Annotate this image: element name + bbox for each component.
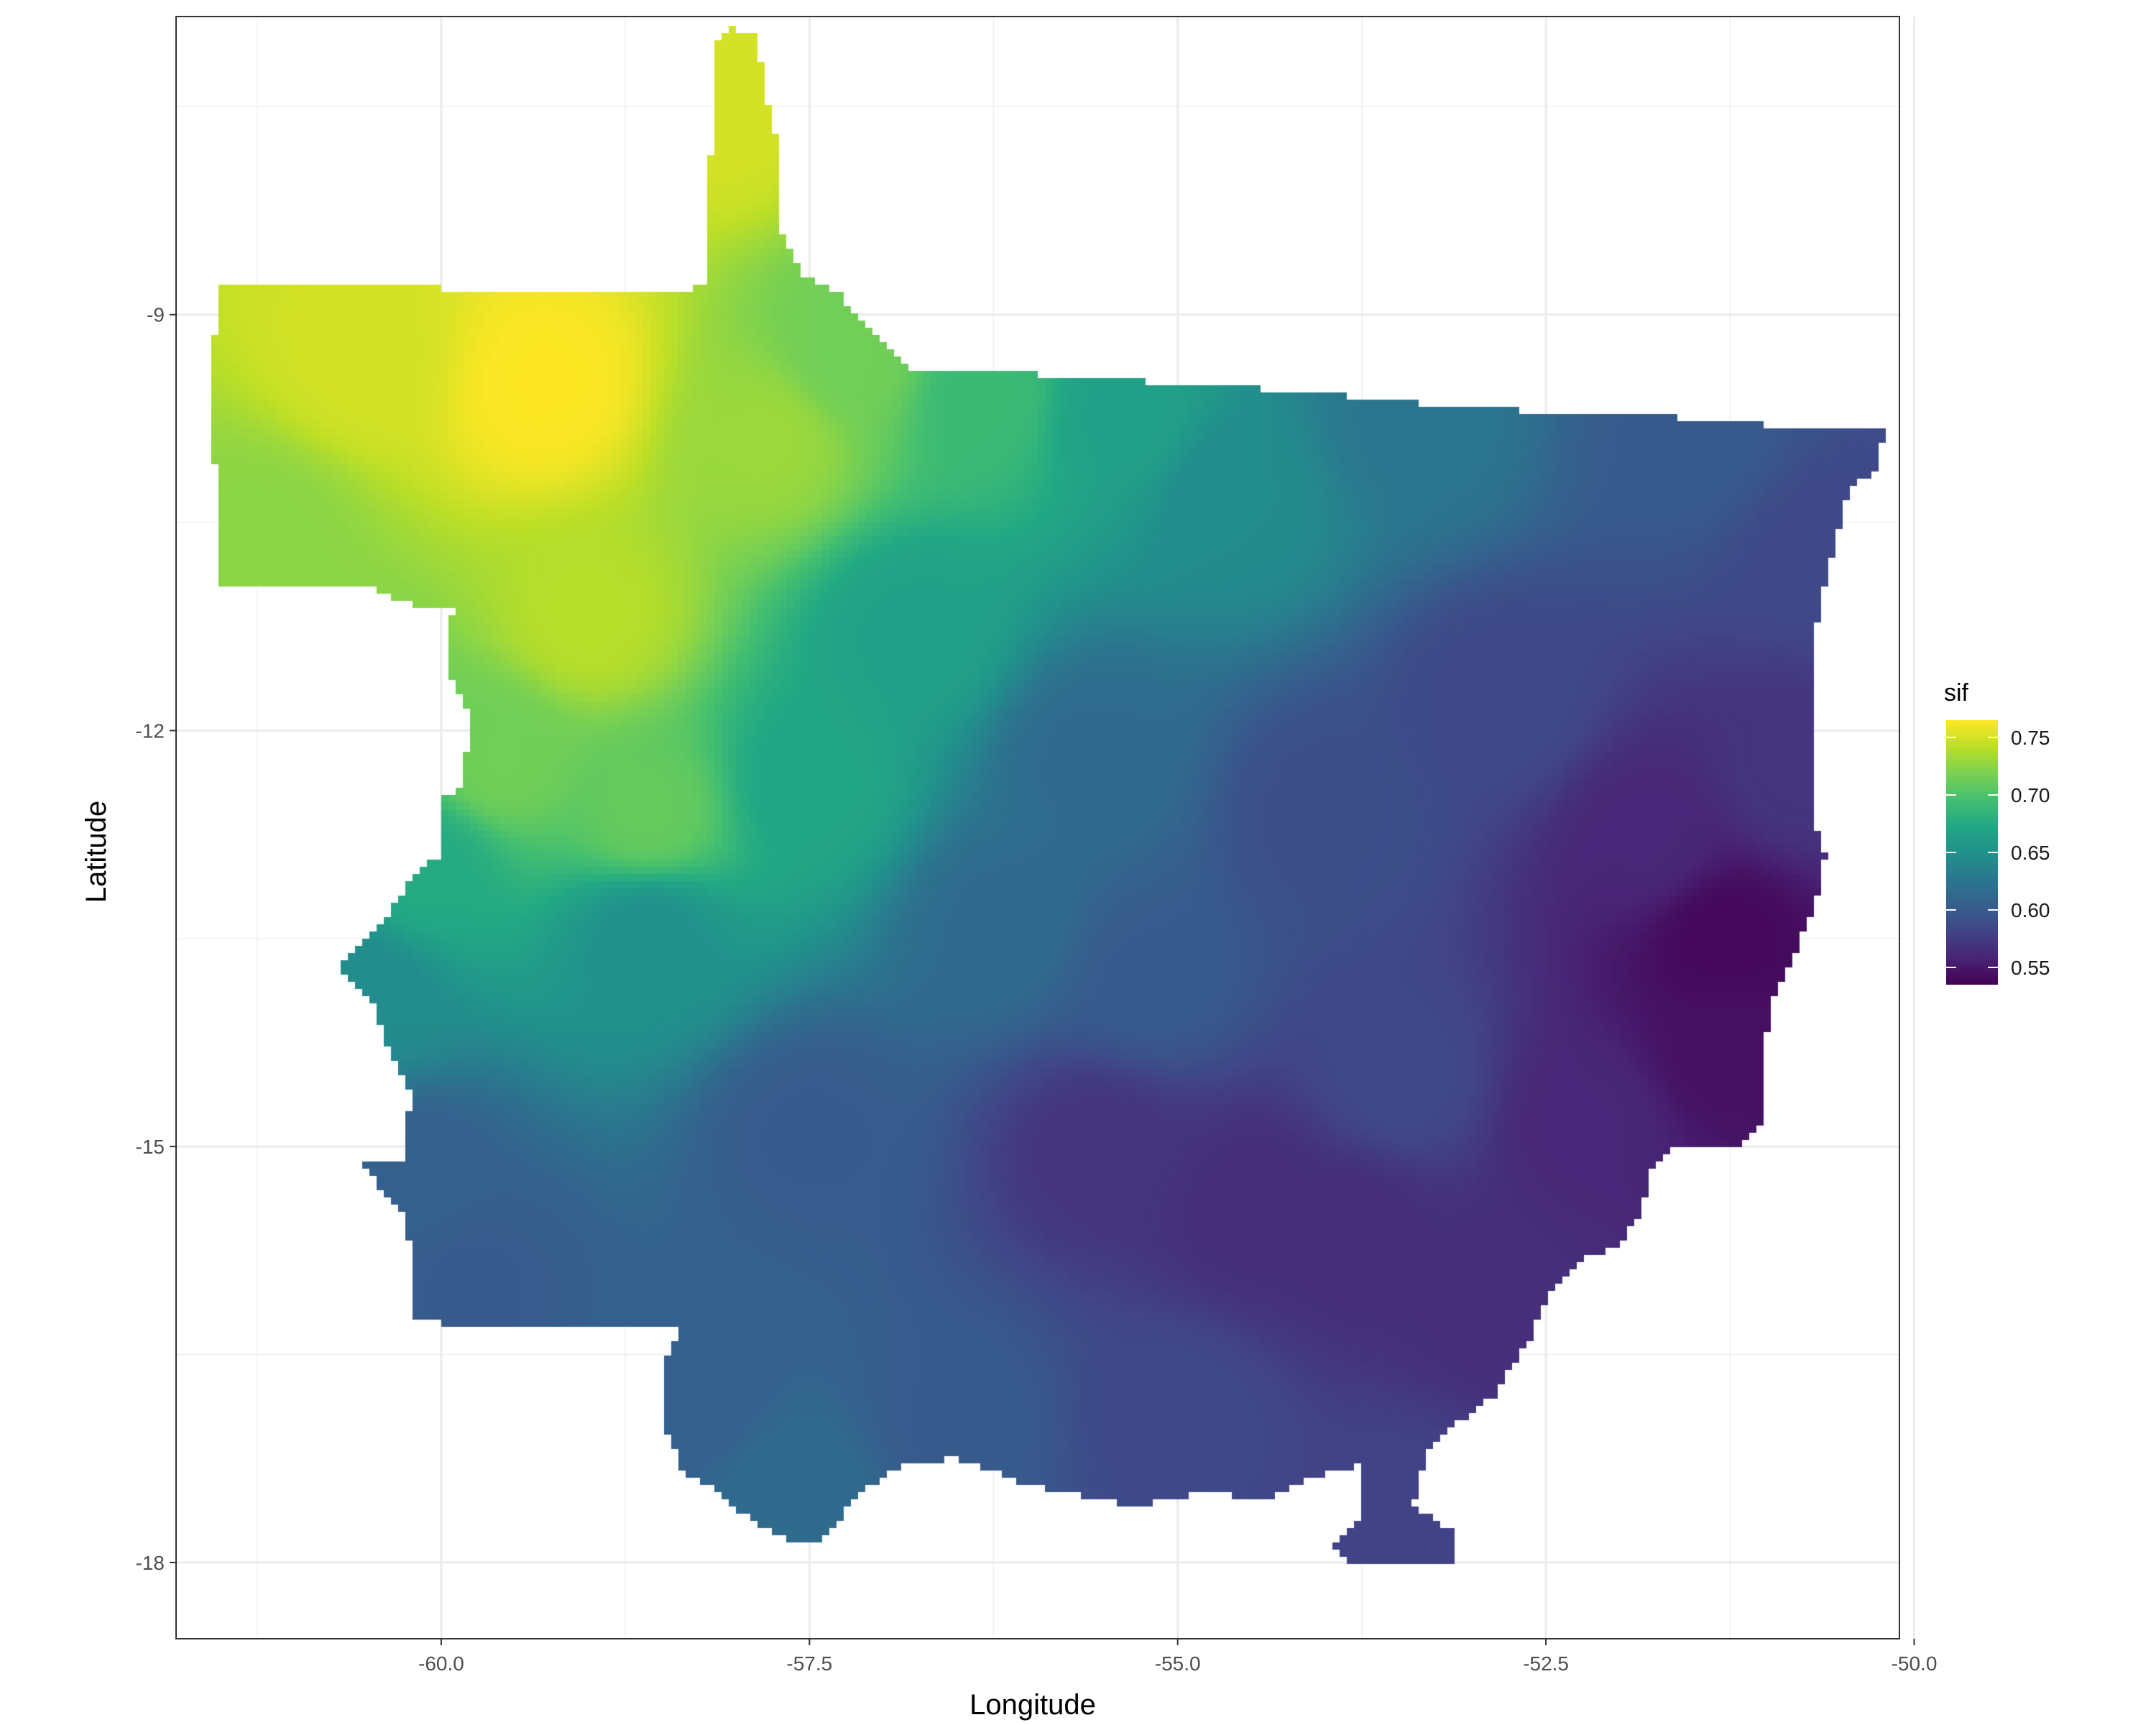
y-tick-label: -12 <box>136 719 165 742</box>
x-tick-label: -55.0 <box>1155 1652 1201 1675</box>
x-axis: -60.0 -57.5 -55.0 -52.5 -50.0 <box>418 1639 1937 1675</box>
legend-ticks: 0.55 0.60 0.65 0.70 0.75 <box>1946 727 2050 979</box>
legend-tick-label: 0.75 <box>2011 727 2050 749</box>
y-axis-title: Latitude <box>80 801 112 903</box>
legend-tick-label: 0.70 <box>2011 784 2050 806</box>
x-tick-label: -52.5 <box>1523 1652 1569 1675</box>
y-tick-label: -9 <box>147 304 165 326</box>
x-tick-label: -57.5 <box>786 1652 832 1675</box>
x-tick-label: -60.0 <box>418 1652 464 1675</box>
legend-title: sif <box>1944 679 1969 707</box>
plot-panel <box>175 16 1915 1639</box>
y-tick-label: -15 <box>136 1136 165 1158</box>
sif-raster <box>211 26 1886 1568</box>
legend-tick-label: 0.55 <box>2011 957 2050 979</box>
legend-tick-label: 0.65 <box>2011 842 2050 864</box>
y-axis: -9 -12 -15 -18 <box>136 304 176 1574</box>
panel-border <box>175 16 1900 1639</box>
x-tick-label: -50.0 <box>1892 1652 1938 1675</box>
x-axis-title: Longitude <box>969 1689 1096 1721</box>
legend-tick-label: 0.60 <box>2011 899 2050 921</box>
y-tick-label: -18 <box>136 1552 165 1574</box>
legend: sif 0.55 0.60 0.65 0.70 0.75 <box>1944 679 2050 985</box>
